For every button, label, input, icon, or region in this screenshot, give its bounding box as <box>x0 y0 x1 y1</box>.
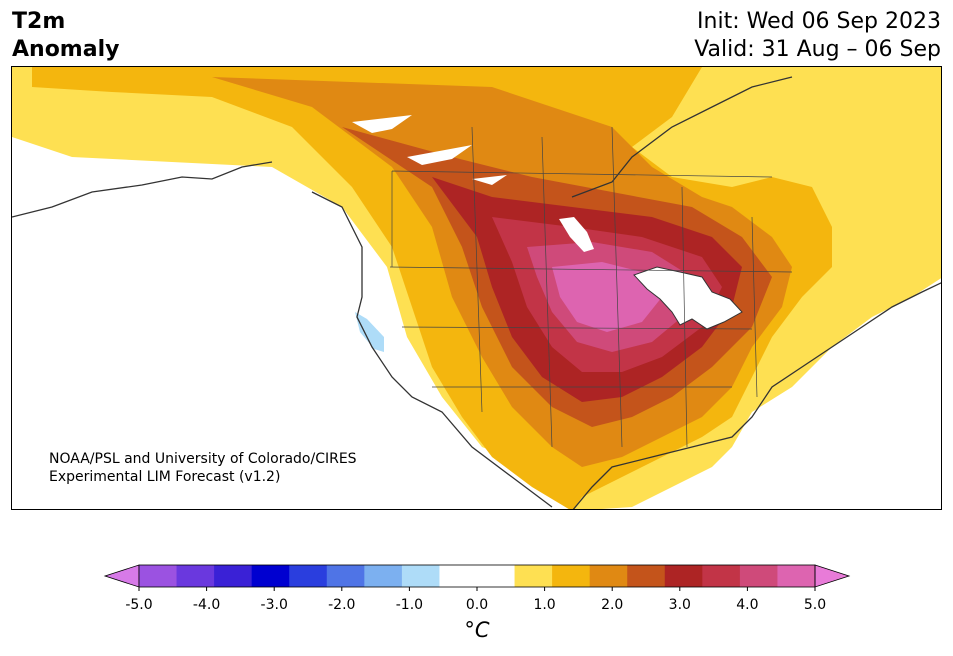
colorbar-swatch <box>139 565 178 587</box>
colorbar-tick-label: 3.0 <box>669 597 691 613</box>
date-info: Init: Wed 06 Sep 2023 Valid: 31 Aug – 06… <box>694 8 941 64</box>
colorbar-tick-label: 4.0 <box>736 597 758 613</box>
credit-line-1: NOAA/PSL and University of Colorado/CIRE… <box>49 451 357 467</box>
colorbar-tick-label: 2.0 <box>601 597 623 613</box>
lake-winnipeg <box>559 217 594 252</box>
colorbar-swatch <box>477 565 516 587</box>
great-lakes <box>633 266 743 330</box>
colorbar-swatch <box>176 565 215 587</box>
colorbar-swatch <box>289 565 328 587</box>
anomaly-label: Anomaly <box>12 37 120 62</box>
map-canvas <box>12 67 941 509</box>
colorbar-tick-label: 5.0 <box>804 597 826 613</box>
colorbar-swatch <box>251 565 290 587</box>
colorbar-tick-label: -1.0 <box>396 597 423 613</box>
colorbar-tick-label: -5.0 <box>125 597 152 613</box>
variable-label: T2m <box>12 9 66 34</box>
colorbar-extend-high <box>814 564 851 588</box>
state-borders <box>389 126 793 448</box>
credit-line-2: Experimental LIM Forecast (v1.2) <box>49 469 281 485</box>
valid-range: Valid: 31 Aug – 06 Sep <box>694 37 941 62</box>
colorbar-swatch <box>401 565 440 587</box>
colorbar-swatch <box>664 565 703 587</box>
colorbar-tick-label: 1.0 <box>533 597 555 613</box>
colorbar-swatch <box>589 565 628 587</box>
colorbar-swatch <box>214 565 253 587</box>
anomaly-band-magenta <box>552 262 662 332</box>
colorbar-swatch <box>326 565 365 587</box>
northern-lakes <box>352 115 507 185</box>
colorbar-tick-label: -3.0 <box>261 597 288 613</box>
init-date: Init: Wed 06 Sep 2023 <box>697 9 941 34</box>
colorbar-unit-label: °C <box>464 618 490 642</box>
colorbar-tick-label: -2.0 <box>328 597 355 613</box>
colorbar-swatch <box>514 565 553 587</box>
coastlines <box>12 76 941 509</box>
colorbar-canvas: -5.0 -4.0 -3.0 -2.0 -1.0 0.0 1.0 2.0 3.0 4.0 5.0 °C <box>103 564 851 642</box>
cool-anomaly-spot <box>355 312 384 352</box>
colorbar-swatch <box>702 565 741 587</box>
anomaly-map <box>11 66 942 510</box>
colorbar: -5.0 -4.0 -3.0 -2.0 -1.0 0.0 1.0 2.0 3.0 4.0 5.0 °C <box>0 560 953 650</box>
colorbar-swatch <box>739 565 778 587</box>
colorbar-tick-label: -4.0 <box>193 597 220 613</box>
colorbar-tick-label: 0.0 <box>466 597 488 613</box>
credit-text: NOAA/PSL and University of Colorado/CIRE… <box>49 450 357 486</box>
colorbar-swatch <box>439 565 478 587</box>
colorbar-swatch <box>777 565 816 587</box>
colorbar-swatch <box>364 565 403 587</box>
colorbar-swatch <box>627 565 666 587</box>
colorbar-extend-low <box>103 564 140 588</box>
colorbar-swatch <box>552 565 591 587</box>
map-title: T2m Anomaly <box>12 8 119 64</box>
